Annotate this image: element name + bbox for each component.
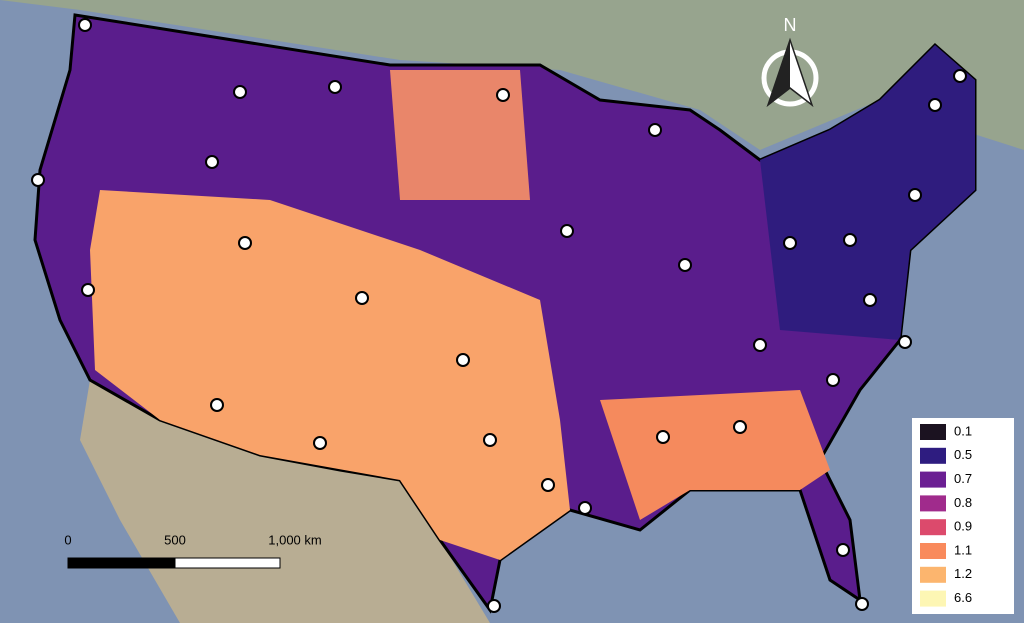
site-marker [783, 236, 797, 250]
legend-label: 0.9 [954, 519, 972, 534]
site-marker [863, 293, 877, 307]
site-marker [81, 283, 95, 297]
site-marker [560, 224, 574, 238]
site-marker [456, 353, 470, 367]
site-marker [578, 501, 592, 515]
site-marker [855, 597, 869, 611]
site-marker [898, 335, 912, 349]
southwest-region [90, 190, 570, 560]
legend-swatch [920, 590, 946, 607]
legend-label: 1.2 [954, 566, 972, 581]
site-marker [908, 188, 922, 202]
scale-label: 0 [64, 532, 71, 547]
legend-swatch [920, 519, 946, 536]
site-marker [210, 398, 224, 412]
scale-segment [174, 557, 281, 569]
site-marker [541, 478, 555, 492]
site-marker [313, 436, 327, 450]
site-marker [205, 155, 219, 169]
scale-segment [67, 557, 176, 569]
site-marker [656, 430, 670, 444]
site-marker [355, 291, 369, 305]
site-marker [753, 338, 767, 352]
legend-swatch [920, 447, 946, 464]
legend-swatch [920, 566, 946, 583]
site-marker [836, 543, 850, 557]
site-marker [843, 233, 857, 247]
site-marker [678, 258, 692, 272]
legend-label: 0.7 [954, 471, 972, 486]
north-arrow-shade [768, 40, 790, 105]
site-marker [496, 88, 510, 102]
site-marker [328, 80, 342, 94]
site-marker [31, 173, 45, 187]
plains-region [390, 70, 530, 200]
legend: 0.1 0.5 0.7 0.8 0.9 1.1 1.2 6.6 [912, 418, 1014, 614]
legend-label: 0.8 [954, 495, 972, 510]
site-marker [238, 236, 252, 250]
legend-label: 6.6 [954, 590, 972, 605]
north-label: N [784, 15, 797, 35]
legend-swatch [920, 543, 946, 559]
site-marker [953, 69, 967, 83]
northeast-region [760, 45, 975, 340]
legend-swatch [920, 424, 946, 440]
north-arrow: N [761, 15, 819, 108]
southeast-region [600, 390, 830, 520]
scale-label: 500 [164, 532, 186, 547]
site-marker [78, 18, 92, 32]
canada [0, 0, 1024, 150]
site-marker [733, 420, 747, 434]
site-marker [826, 373, 840, 387]
scale-bar: 0 500 1,000 km [64, 532, 322, 569]
legend-swatch [920, 495, 946, 512]
site-marker [928, 98, 942, 112]
site-marker [233, 85, 247, 99]
site-marker [487, 599, 501, 613]
legend-label: 0.5 [954, 447, 972, 462]
legend-swatch [920, 471, 946, 488]
site-marker [648, 123, 662, 137]
site-markers [31, 18, 967, 613]
legend-label: 0.1 [954, 423, 972, 438]
site-marker [483, 433, 497, 447]
legend-label: 1.1 [954, 542, 972, 557]
scale-label: 1,000 km [268, 532, 321, 547]
